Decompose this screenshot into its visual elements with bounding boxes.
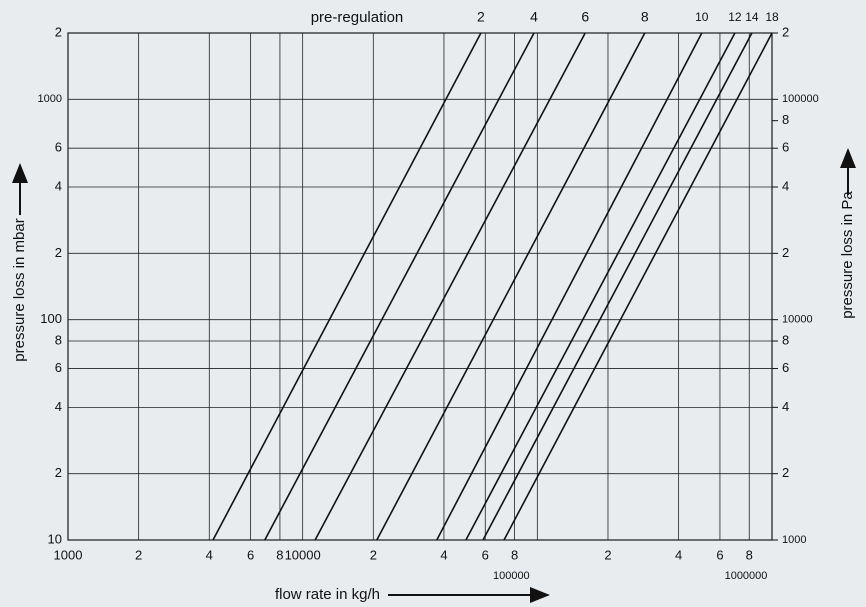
y2-tick-label: 6: [782, 360, 789, 375]
curve: [465, 32, 736, 541]
y2-tick-label: 2: [782, 24, 789, 39]
y-axis-label: pressure loss in mbar: [11, 218, 28, 361]
y-tick-label: 2: [55, 465, 62, 480]
y2-tick-label: 2: [782, 245, 789, 260]
y2-tick-label: 100000: [782, 93, 819, 105]
x-tick-label: 8: [746, 547, 753, 562]
x-tick-label: 2: [604, 547, 611, 562]
curve: [436, 32, 703, 541]
y2-tick-label: 6: [782, 140, 789, 155]
curve: [314, 32, 586, 541]
y2-tick-label: 10000: [782, 314, 813, 326]
curve: [376, 32, 646, 541]
x-tick-label: 1000: [54, 547, 83, 562]
plot-frame: [67, 32, 773, 541]
curve: [212, 32, 482, 541]
x-tick-label: 2: [370, 547, 377, 562]
series-label: 2: [477, 9, 485, 25]
y-tick-label: 8: [55, 332, 62, 347]
x-tick-label: 8: [276, 547, 283, 562]
series-label: 6: [581, 9, 589, 25]
y-tick-label: 6: [55, 360, 62, 375]
curve: [503, 32, 773, 541]
curve: [264, 32, 535, 541]
series-label: 10: [695, 10, 709, 24]
y2-tick-label: 8: [782, 112, 789, 127]
y2-tick-label: 8: [782, 332, 789, 347]
series-label: 18: [765, 10, 779, 24]
y2-tick-label: 4: [782, 178, 789, 193]
y2-tick-label: 4: [782, 399, 789, 414]
x-tick-label: 4: [440, 547, 447, 562]
chart-title: pre-regulation: [311, 9, 404, 26]
x-tick-label: 8: [511, 547, 518, 562]
x-tick-label: 1000000: [725, 570, 768, 582]
y-tick-label: 2: [55, 24, 62, 39]
series-label: 8: [641, 9, 649, 25]
x-tick-label: 100000: [493, 570, 530, 582]
y2-tick-label: 1000: [782, 534, 806, 546]
x-tick-label: 6: [247, 547, 254, 562]
y-tick-label: 4: [55, 178, 62, 193]
y-tick-label: 2: [55, 245, 62, 260]
series-label: 14: [745, 10, 759, 24]
x-tick-label: 6: [482, 547, 489, 562]
series-label: 12: [728, 10, 742, 24]
y-tick-label: 1000: [38, 93, 62, 105]
curve: [482, 32, 753, 541]
x-tick-label: 10000: [285, 547, 321, 562]
x-tick-label: 6: [716, 547, 723, 562]
y2-tick-label: 2: [782, 465, 789, 480]
x-tick-label: 4: [206, 547, 213, 562]
y-tick-label: 100: [40, 311, 62, 326]
y-tick-label: 10: [48, 531, 62, 546]
y2-axis-label: pressure loss in Pa: [839, 191, 856, 319]
x-tick-label: 4: [675, 547, 682, 562]
x-axis-label: flow rate in kg/h: [275, 586, 380, 603]
x-tick-label: 2: [135, 547, 142, 562]
series-label: 4: [530, 9, 538, 25]
y-tick-label: 4: [55, 399, 62, 414]
y-tick-label: 6: [55, 140, 62, 155]
